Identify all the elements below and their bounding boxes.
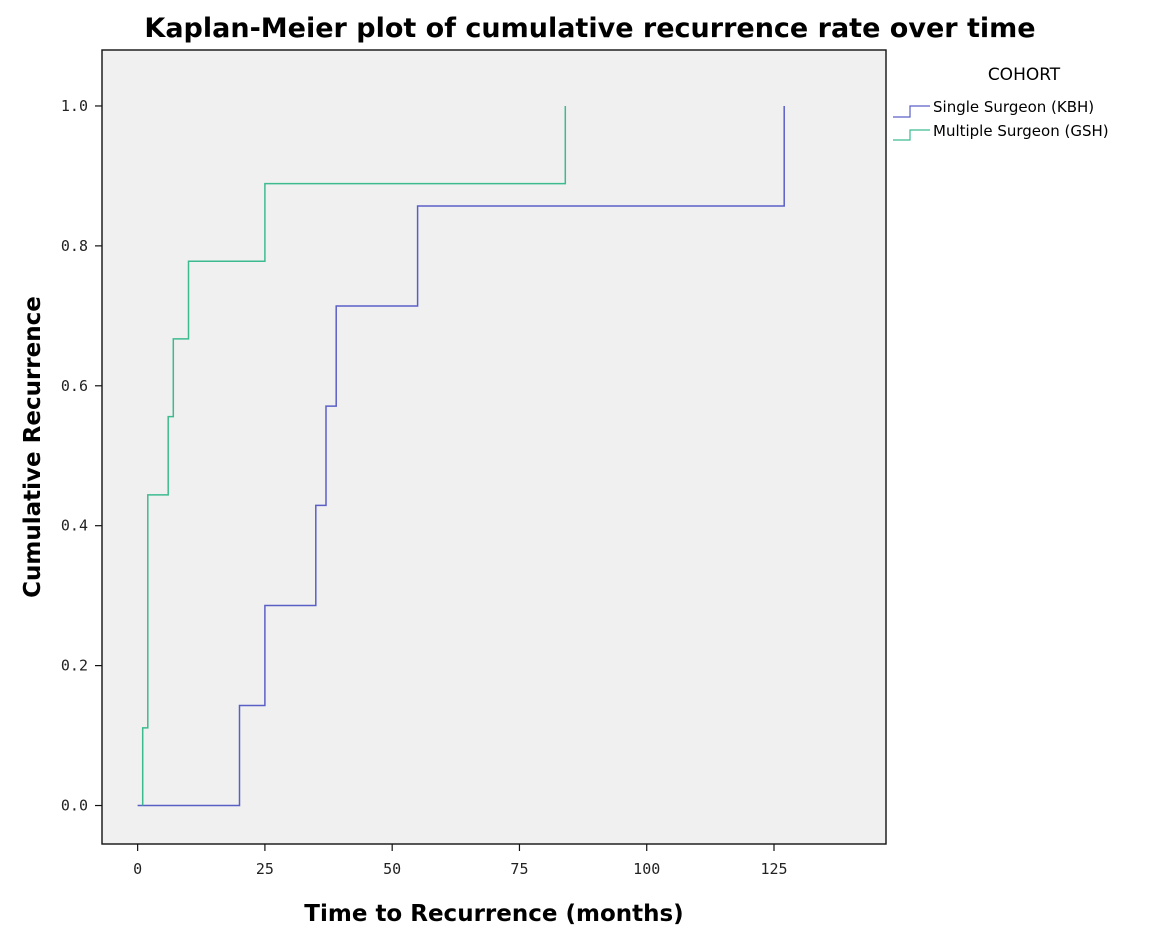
series-line-single-surgeon bbox=[137, 106, 785, 807]
legend-item-multiple-surgeon: Multiple Surgeon (GSH) bbox=[893, 122, 1109, 141]
x-tick-label: 0 bbox=[133, 860, 142, 878]
chart-title: Kaplan-Meier plot of cumulative recurren… bbox=[144, 13, 1035, 44]
series-lines bbox=[137, 106, 785, 807]
y-tick-label: 0.6 bbox=[61, 377, 88, 395]
y-tick-label: 0.4 bbox=[61, 517, 88, 535]
legend-swatch-multiple-surgeon bbox=[893, 129, 930, 141]
y-tick-label: 1.0 bbox=[61, 97, 88, 115]
y-axis-ticks: 0.0 0.2 0.4 0.6 0.8 1.0 bbox=[61, 97, 102, 815]
legend-swatch-single-surgeon bbox=[893, 105, 930, 118]
y-tick-label: 0.2 bbox=[61, 657, 88, 675]
legend-label-single-surgeon: Single Surgeon (KBH) bbox=[933, 98, 1094, 116]
plot-area bbox=[101, 49, 887, 845]
x-tick-label: 25 bbox=[256, 860, 274, 878]
y-axis-label: Cumulative Recurrence bbox=[20, 296, 46, 598]
x-tick-label: 75 bbox=[510, 860, 528, 878]
x-tick-label: 100 bbox=[633, 860, 660, 878]
x-axis-label: Time to Recurrence (months) bbox=[304, 901, 683, 927]
x-tick-label: 125 bbox=[760, 860, 787, 878]
x-tick-label: 50 bbox=[383, 860, 401, 878]
legend-label-multiple-surgeon: Multiple Surgeon (GSH) bbox=[933, 122, 1109, 140]
y-tick-label: 0.0 bbox=[61, 797, 88, 815]
series-line-multiple-surgeon bbox=[141, 106, 567, 806]
legend-title: COHORT bbox=[988, 65, 1061, 85]
legend: COHORT Single Surgeon (KBH) Multiple Sur… bbox=[893, 65, 1109, 141]
y-tick-label: 0.8 bbox=[61, 237, 88, 255]
legend-item-single-surgeon: Single Surgeon (KBH) bbox=[893, 98, 1094, 118]
x-axis-ticks: 0 25 50 75 100 125 bbox=[133, 844, 788, 878]
